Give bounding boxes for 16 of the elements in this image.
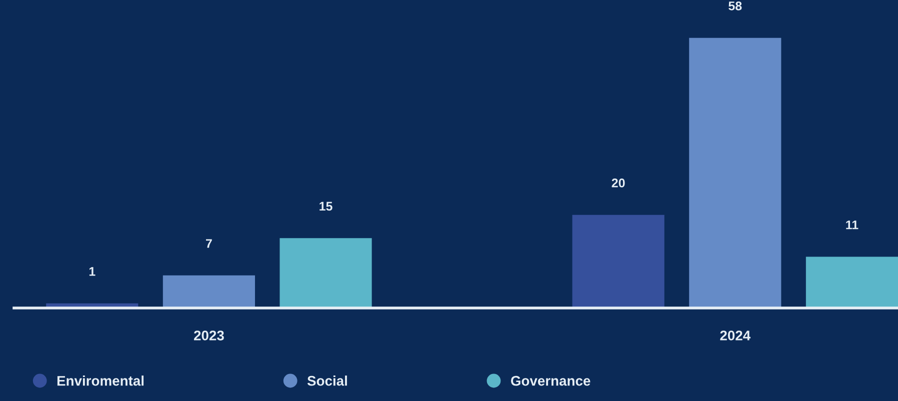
legend-label: Governance [510, 376, 590, 386]
data-label: 1 [89, 267, 96, 276]
bar [162, 275, 255, 308]
data-label: 7 [206, 239, 212, 248]
legend-label: Social [307, 376, 347, 386]
bar [572, 214, 664, 308]
legend-label: Enviromental [57, 376, 144, 386]
data-label: 58 [728, 2, 742, 10]
bar [280, 238, 372, 308]
data-label: 20 [612, 178, 625, 188]
x-tick-label: 2024 [720, 330, 751, 340]
data-label: 15 [320, 202, 332, 211]
data-label: 11 [846, 220, 858, 230]
x-tick-label: 2023 [194, 330, 224, 340]
bar [806, 256, 898, 308]
bar [689, 38, 782, 308]
